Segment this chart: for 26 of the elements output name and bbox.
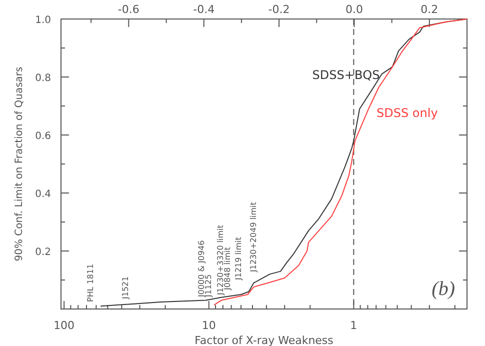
- x-tick-label: 100: [54, 319, 75, 332]
- y-tick-label: 1.0: [35, 15, 51, 26]
- annotation: J1219 limit: [234, 237, 243, 281]
- annotation: J1230+3320 limit: [216, 225, 225, 296]
- x-tick-label: 10: [202, 319, 216, 332]
- series-label: SDSS only: [376, 106, 438, 120]
- y-tick-label: 0.6: [35, 131, 51, 142]
- x2-tick-label: 0.0: [345, 3, 363, 16]
- annotation: J1521: [121, 276, 130, 300]
- annotation: (b): [432, 278, 456, 300]
- y-axis-title: 90% Conf. Limit on Fraction of Quasars: [14, 66, 25, 262]
- annotation: PHL 1811: [86, 264, 95, 302]
- series-label: SDSS+BQS: [312, 68, 380, 82]
- x-tick-label: 1: [350, 319, 358, 332]
- annotation: J0000 & J0946: [197, 240, 206, 298]
- x2-tick-label: -0.2: [268, 3, 290, 16]
- annotation: J1230+2049 limit: [249, 202, 258, 273]
- x-axis-title: Factor of X-ray Weakness: [194, 334, 334, 346]
- y-tick-label: 0.8: [35, 73, 51, 84]
- y-tick-label: 0.2: [35, 247, 51, 258]
- x2-tick-label: 0.2: [420, 3, 438, 16]
- x2-tick-label: -0.6: [118, 3, 140, 16]
- y-tick-label: 0.4: [35, 189, 51, 200]
- annotation: J1125: [204, 274, 213, 298]
- x2-tick-label: -0.4: [193, 3, 215, 16]
- annotation: J0848 limit: [223, 247, 232, 291]
